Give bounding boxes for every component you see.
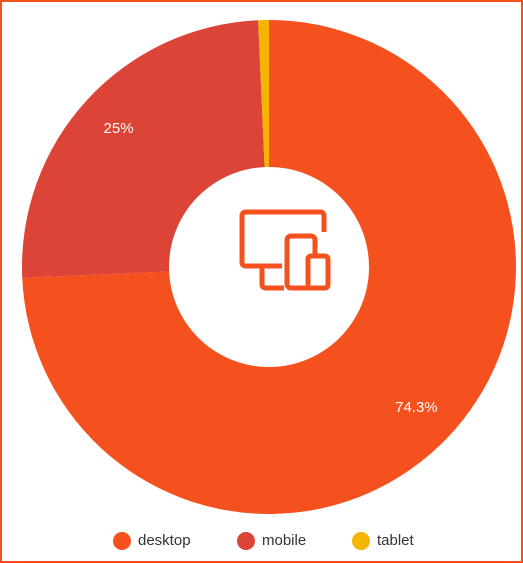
legend-swatch bbox=[237, 532, 255, 550]
value-label: 25% bbox=[104, 120, 134, 137]
devices-icon bbox=[239, 209, 331, 291]
legend-label: tablet bbox=[377, 532, 415, 549]
legend-label: mobile bbox=[262, 532, 306, 549]
legend: desktop mobile tablet bbox=[113, 532, 415, 550]
legend-swatch bbox=[113, 532, 131, 550]
legend-swatch bbox=[352, 532, 370, 550]
legend-label: desktop bbox=[138, 532, 191, 549]
value-label: 74.3% bbox=[395, 399, 438, 416]
